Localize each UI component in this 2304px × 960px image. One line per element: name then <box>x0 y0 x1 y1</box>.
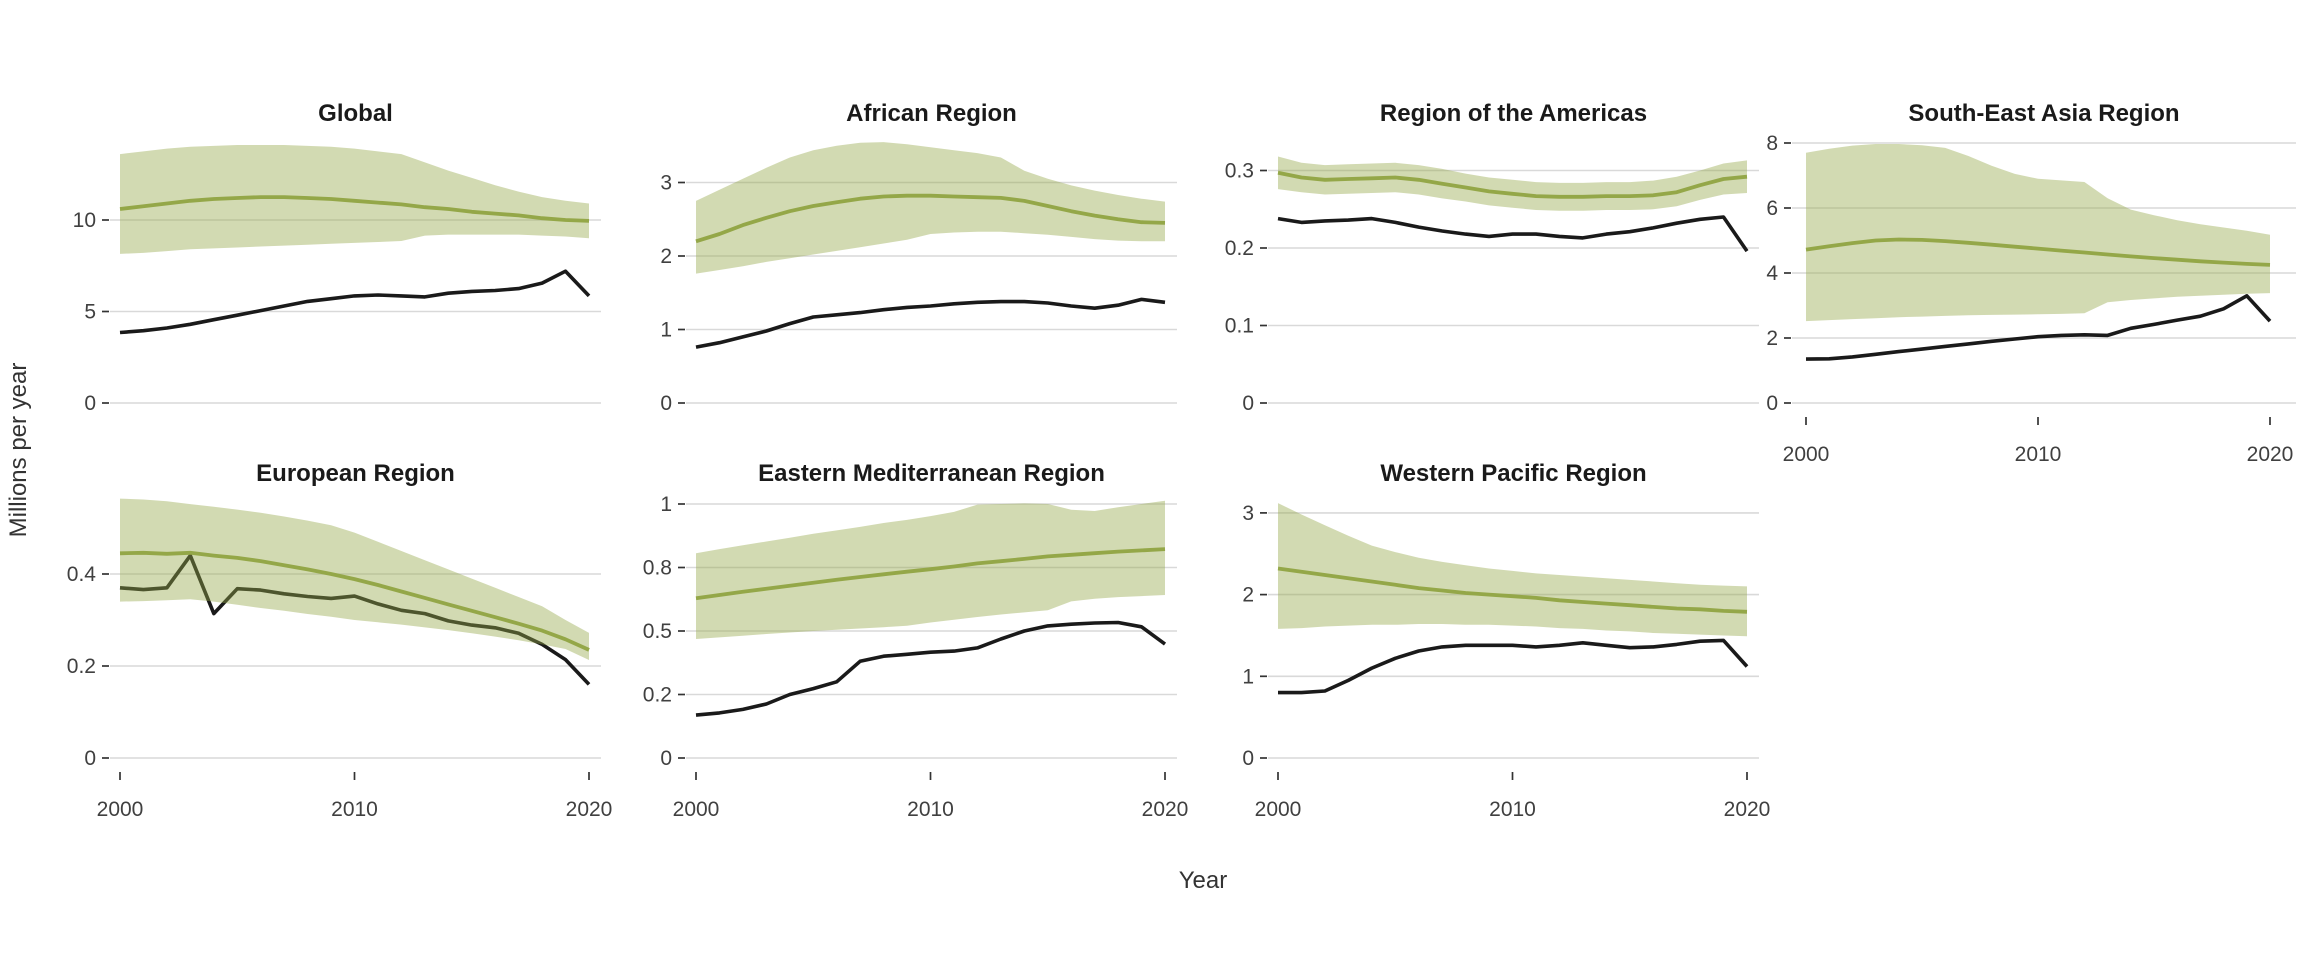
x-axis-title: Year <box>1179 867 1228 894</box>
x-tick-label: 2000 <box>1255 798 1302 821</box>
y-tick-label: 2 <box>1242 584 1254 607</box>
green-trend-line <box>119 195 590 223</box>
panel-data-area <box>1277 156 1749 253</box>
y-tick-label: 0 <box>660 747 672 770</box>
y-tick-label: 0.2 <box>1225 237 1254 260</box>
black-trend-line <box>119 269 591 335</box>
y-tick-label: 6 <box>1766 197 1778 220</box>
uncertainty-band <box>1278 156 1747 211</box>
y-tick-label: 0.3 <box>1225 160 1254 183</box>
uncertainty-band <box>1806 144 2270 322</box>
green-trend-line <box>1277 170 1748 199</box>
black-trend-line <box>1277 215 1749 253</box>
y-tick-label: 2 <box>1766 327 1778 350</box>
y-tick-label: 10 <box>73 209 96 232</box>
y-tick-label: 0.2 <box>67 655 96 678</box>
panel-title: Western Pacific Region <box>1380 460 1646 487</box>
y-tick-label: 5 <box>84 301 96 324</box>
y-tick-label: 1 <box>660 493 672 516</box>
panel-global: 0 5 10 Global <box>73 100 601 415</box>
panel-european-region: 0 0.2 0.4 2000 2010 2020 European Region <box>67 460 613 821</box>
green-trend-line <box>1805 237 2271 267</box>
y-tick-label: 0.2 <box>643 684 672 707</box>
panel-data-area <box>119 145 591 335</box>
x-tick-label: 2010 <box>907 798 954 821</box>
y-tick-label: 0 <box>84 392 96 415</box>
black-trend-line <box>1278 638 1749 695</box>
panel-title: African Region <box>846 100 1017 127</box>
black-trend-line <box>695 620 1167 717</box>
x-tick-label: 2020 <box>2247 443 2294 466</box>
panel-african-region: 0 1 2 3 African Region <box>660 100 1177 415</box>
panel-south-east-asia-region: 0 2 4 6 8 2000 2010 2020 South-East Asia Region <box>1766 100 2296 466</box>
y-tick-label: 0.4 <box>67 563 97 586</box>
y-tick-label: 0 <box>1766 392 1778 415</box>
y-tick-label: 8 <box>1766 132 1778 155</box>
black-trend-line <box>695 297 1166 349</box>
x-tick-label: 2000 <box>97 798 144 821</box>
panel-data-area <box>1805 144 2272 361</box>
panel-region-of-the-americas: 0 0.1 0.2 0.3 Region of the Americas <box>1225 100 1759 415</box>
y-tick-label: 0.1 <box>1225 315 1254 338</box>
green-trend-line <box>1277 566 1748 614</box>
y-tick-label: 0 <box>84 747 96 770</box>
x-tick-label: 2000 <box>1783 443 1830 466</box>
x-tick-label: 2010 <box>2015 443 2062 466</box>
panel-title: Region of the Americas <box>1380 100 1647 127</box>
y-tick-label: 3 <box>1242 502 1254 525</box>
panel-title: South-East Asia Region <box>1908 100 2179 127</box>
y-tick-label: 4 <box>1766 262 1778 285</box>
y-tick-label: 0.8 <box>643 557 672 580</box>
panel-data-area <box>695 500 1167 717</box>
y-tick-label: 0 <box>1242 747 1254 770</box>
y-tick-label: 1 <box>660 319 672 342</box>
panel-western-pacific-region: 0 1 2 3 2000 2010 2020 Western Pacific Region <box>1242 460 1770 821</box>
x-tick-label: 2020 <box>1142 798 1189 821</box>
x-tick-label: 2020 <box>1724 798 1771 821</box>
panel-title: Global <box>318 100 393 127</box>
black-trend-line <box>119 553 591 686</box>
panel-title: Eastern Mediterranean Region <box>758 460 1105 487</box>
y-tick-label: 1 <box>1242 665 1254 688</box>
panel-eastern-mediterranean-region: 0 0.2 0.5 0.8 1 2000 2010 2020 Eastern Mediterra… <box>643 460 1189 821</box>
green-trend-line <box>695 547 1166 601</box>
panel-title: European Region <box>256 460 455 487</box>
uncertainty-band <box>1278 503 1747 637</box>
uncertainty-band <box>696 142 1165 274</box>
panel-data-area <box>1277 503 1749 695</box>
panel-data-area <box>695 142 1166 349</box>
x-tick-label: 2010 <box>1489 798 1536 821</box>
x-tick-label: 2010 <box>331 798 378 821</box>
y-tick-label: 2 <box>660 245 672 268</box>
y-axis-title: Millions per year <box>5 363 32 538</box>
y-tick-label: 0.5 <box>643 620 672 643</box>
y-tick-label: 0 <box>660 392 672 415</box>
black-trend-line <box>1805 293 2272 361</box>
green-trend-line <box>695 193 1166 244</box>
y-tick-label: 3 <box>660 172 672 195</box>
green-trend-line <box>119 550 590 652</box>
x-tick-label: 2000 <box>673 798 720 821</box>
x-tick-label: 2020 <box>566 798 613 821</box>
y-tick-label: 0 <box>1242 392 1254 415</box>
panel-data-area <box>119 498 591 686</box>
